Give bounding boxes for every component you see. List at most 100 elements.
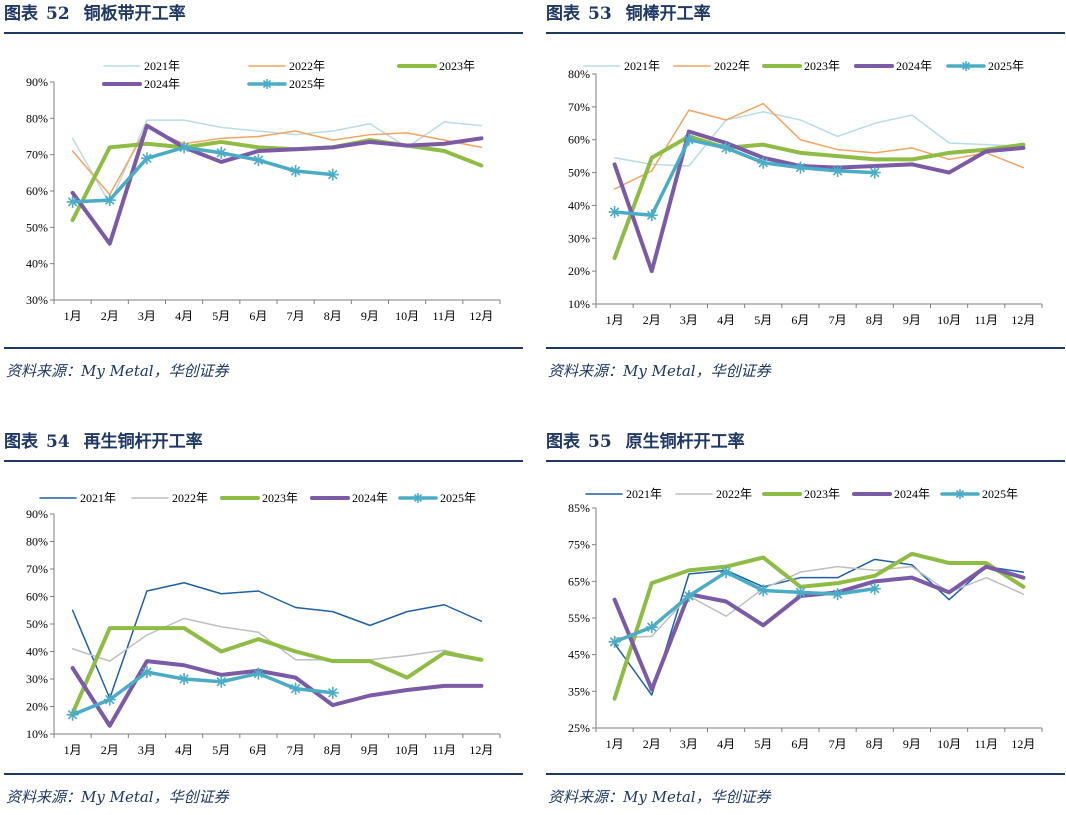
legend-item: 2022年 [248, 59, 325, 73]
legend-label: 2024年 [352, 491, 388, 505]
data-point [645, 621, 658, 634]
marker-stroke [327, 687, 338, 698]
data-point [831, 588, 844, 601]
figure-title: 原生铜杆开工率 [625, 432, 745, 452]
chart-title: 图表 53 铜棒开工率 [546, 2, 711, 26]
source-note: 资料来源：My Metal，华创证券 [548, 362, 771, 380]
marker-stroke [646, 622, 657, 632]
y-tick-label: 60% [26, 184, 48, 198]
y-tick-label: 40% [568, 198, 590, 212]
data-point [794, 161, 807, 174]
chart-title: 图表 55 原生铜杆开工率 [546, 430, 745, 454]
x-tick-label: 3月 [680, 313, 698, 327]
data-point [178, 673, 191, 685]
marker-stroke [961, 61, 971, 71]
legend-label: 2021年 [624, 59, 660, 73]
data-point [252, 154, 265, 167]
legend-marker [413, 493, 423, 503]
x-tick-label: 10月 [395, 743, 419, 757]
y-tick-label: 10% [568, 297, 590, 311]
data-point [326, 168, 339, 181]
legend-item: 2021年 [585, 487, 662, 501]
x-tick-label: 3月 [138, 309, 156, 323]
marker-stroke [832, 589, 843, 599]
legend-item: 2024年 [102, 77, 180, 91]
x-tick-label: 12月 [469, 309, 493, 323]
series-line [70, 670, 335, 717]
figure-label: 图表 [546, 432, 580, 452]
line-chart: 30% 40% 50% 60% 70% 80% 90% 1月 2月 3月 4月 5月 6月 7月 8月 9月 1… [26, 59, 501, 323]
legend-item: 2023年 [762, 487, 840, 501]
x-tick-label: 5月 [212, 743, 230, 757]
y-tick-label: 45% [568, 648, 590, 662]
marker-stroke [955, 489, 965, 499]
data-point [103, 693, 116, 706]
x-tick-label: 11月 [974, 313, 998, 327]
panel-fig54: 图表 54 再生铜杆开工率 10% 20% 30% 40% 50% 60% 70% 80% 90% 1… [4, 430, 523, 815]
x-tick-label: 7月 [829, 737, 847, 751]
data-point [103, 194, 116, 207]
legend-item: 2025年 [398, 491, 476, 505]
series-2021年 [71, 582, 483, 699]
chart-title: 图表 52 铜板带开工率 [4, 2, 186, 26]
panel-fig53: 图表 53 铜棒开工率 10% 20% 30% 40% 50% 60% 70% 80% 1月 2月 3月… [546, 2, 1065, 392]
data-point [140, 666, 153, 679]
data-point [682, 133, 695, 146]
series-2025年 [66, 666, 339, 721]
data-point [252, 667, 265, 680]
x-tick-label: 4月 [717, 313, 735, 327]
x-tick-label: 1月 [64, 309, 82, 323]
data-point [215, 675, 228, 688]
y-tick-label: 20% [26, 700, 48, 714]
series-line [70, 145, 335, 204]
legend-item: 2021年 [583, 59, 660, 73]
marker-stroke [67, 709, 78, 720]
x-tick-label: 9月 [903, 313, 921, 327]
x-tick-label: 8月 [866, 737, 884, 751]
marker-stroke [609, 207, 620, 217]
legend-label: 2023年 [439, 59, 475, 73]
data-point [794, 586, 807, 599]
y-tick-label: 25% [568, 721, 590, 735]
source-divider [4, 773, 523, 775]
title-divider [4, 32, 523, 34]
marker-stroke [646, 210, 657, 221]
legend-item: 2025年 [946, 59, 1024, 73]
x-tick-label: 9月 [361, 309, 379, 323]
series-2022年 [613, 102, 1025, 190]
source-note: 资料来源：My Metal，华创证券 [6, 788, 229, 806]
legend-label: 2025年 [440, 491, 476, 505]
marker-stroke [262, 79, 272, 89]
x-tick-label: 5月 [754, 313, 772, 327]
legend-label: 2025年 [289, 77, 325, 91]
series-line [71, 119, 483, 205]
legend-marker [262, 79, 272, 89]
marker-stroke [67, 197, 78, 207]
marker-stroke [290, 166, 301, 176]
panel-fig55: 图表 55 原生铜杆开工率 25% 35% 45% 55% 65% 75% 85% 1月 2月 3月 4… [546, 430, 1065, 815]
series-line [612, 570, 877, 644]
marker-stroke [179, 142, 189, 153]
data-point [608, 206, 621, 218]
series-line [70, 626, 484, 716]
y-tick-label: 70% [568, 100, 590, 114]
legend-item: 2022年 [131, 491, 208, 505]
y-tick-label: 80% [26, 111, 48, 125]
legend-label: 2022年 [289, 59, 325, 73]
chart-title: 图表 54 再生铜杆开工率 [4, 430, 203, 454]
y-tick-label: 40% [26, 645, 48, 659]
legend-item: 2023年 [762, 59, 840, 73]
data-point [868, 166, 881, 179]
legend-item: 2025年 [940, 487, 1018, 501]
x-tick-label: 2月 [643, 737, 661, 751]
line-chart: 10% 20% 30% 40% 50% 60% 70% 80% 90% 1月 2月 3月 4月 5月 6月 7… [26, 491, 501, 757]
x-tick-label: 6月 [249, 309, 267, 323]
data-point [178, 141, 191, 154]
marker-stroke [609, 637, 620, 647]
marker-stroke [869, 583, 880, 594]
y-tick-label: 30% [26, 672, 48, 686]
y-tick-label: 75% [568, 538, 590, 552]
series-2021年 [613, 111, 1025, 167]
marker-stroke [216, 148, 227, 158]
x-tick-label: 9月 [903, 737, 921, 751]
